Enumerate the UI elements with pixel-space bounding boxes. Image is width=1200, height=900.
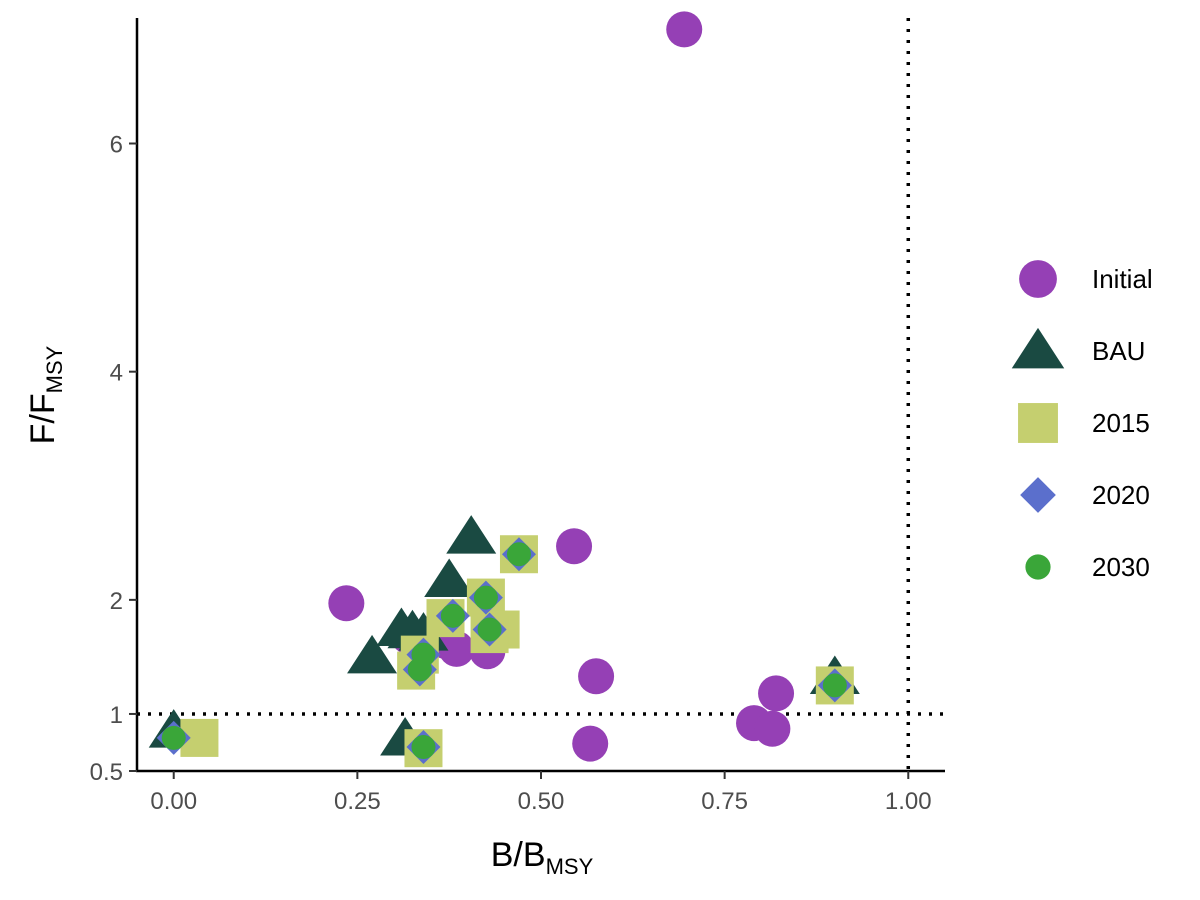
legend: Initial BAU 2015 2020 2030 <box>1011 260 1153 582</box>
point-initial <box>328 585 365 622</box>
y-axis-title-main: F <box>24 424 62 445</box>
x-axis-title-sub: MSY <box>546 854 594 879</box>
point-initial <box>758 675 795 712</box>
y-tick-label: 2 <box>110 588 123 615</box>
legend-label: 2015 <box>1092 408 1150 438</box>
legend-label: 2020 <box>1092 480 1150 510</box>
y-axis-title-slash: / <box>24 414 62 424</box>
point-bau <box>347 634 398 674</box>
x-axis-title-base: B <box>523 836 546 874</box>
legend-key-2015 <box>1018 403 1058 443</box>
x-tick-label: 0.25 <box>334 788 381 815</box>
point-2030 <box>473 585 498 610</box>
legend-item-bau: BAU <box>1011 327 1145 369</box>
point-2030 <box>407 657 432 682</box>
axes <box>135 18 945 773</box>
x-tick-label: 0.00 <box>150 788 197 815</box>
point-bau <box>424 558 475 597</box>
y-tick-label: 0.5 <box>90 759 123 786</box>
x-axis-title: B/BMSY <box>491 836 594 879</box>
y-axis-title: F/FMSY <box>24 345 67 444</box>
legend-key-initial <box>1019 260 1057 298</box>
point-2030 <box>440 603 465 628</box>
tick-marks <box>129 142 910 779</box>
legend-label: Initial <box>1092 264 1153 294</box>
point-2030 <box>477 617 502 642</box>
data-points <box>148 11 860 768</box>
series-2030 <box>161 542 847 760</box>
legend-key-bau <box>1011 327 1065 369</box>
point-initial <box>754 710 791 747</box>
y-tick-label: 4 <box>110 360 123 387</box>
point-2030 <box>411 735 436 760</box>
legend-item-initial: Initial <box>1019 260 1153 298</box>
y-axis-title-sub: MSY <box>42 345 67 393</box>
point-initial <box>438 630 475 667</box>
x-axis-title-slash: / <box>513 836 523 874</box>
legend-item-2015: 2015 <box>1018 403 1150 443</box>
point-initial <box>578 658 615 695</box>
y-tick-label: 6 <box>110 132 123 159</box>
legend-label: BAU <box>1092 336 1145 366</box>
x-axis-title-main: B <box>491 836 514 874</box>
legend-label: 2030 <box>1092 552 1150 582</box>
y-axis-title-base: F <box>24 393 62 414</box>
point-bau <box>446 515 497 554</box>
point-initial <box>572 725 609 762</box>
x-tick-label: 0.50 <box>518 788 565 815</box>
y-tick-label: 1 <box>110 702 123 729</box>
point-initial <box>556 528 593 565</box>
point-2030 <box>822 673 847 698</box>
x-tick-label: 1.00 <box>885 788 932 815</box>
legend-item-2030: 2030 <box>1025 552 1150 582</box>
reference-lines <box>137 18 945 771</box>
point-2030 <box>506 542 531 567</box>
point-2030 <box>161 725 186 750</box>
tick-labels: 0.00 0.25 0.50 0.75 1.00 0.5 1 2 4 6 <box>90 132 932 816</box>
x-tick-label: 0.75 <box>701 788 748 815</box>
series-initial <box>328 11 795 762</box>
point-initial <box>666 11 703 48</box>
legend-key-2020 <box>1020 477 1056 513</box>
legend-key-2030 <box>1025 554 1051 580</box>
legend-item-2020: 2020 <box>1020 477 1150 513</box>
